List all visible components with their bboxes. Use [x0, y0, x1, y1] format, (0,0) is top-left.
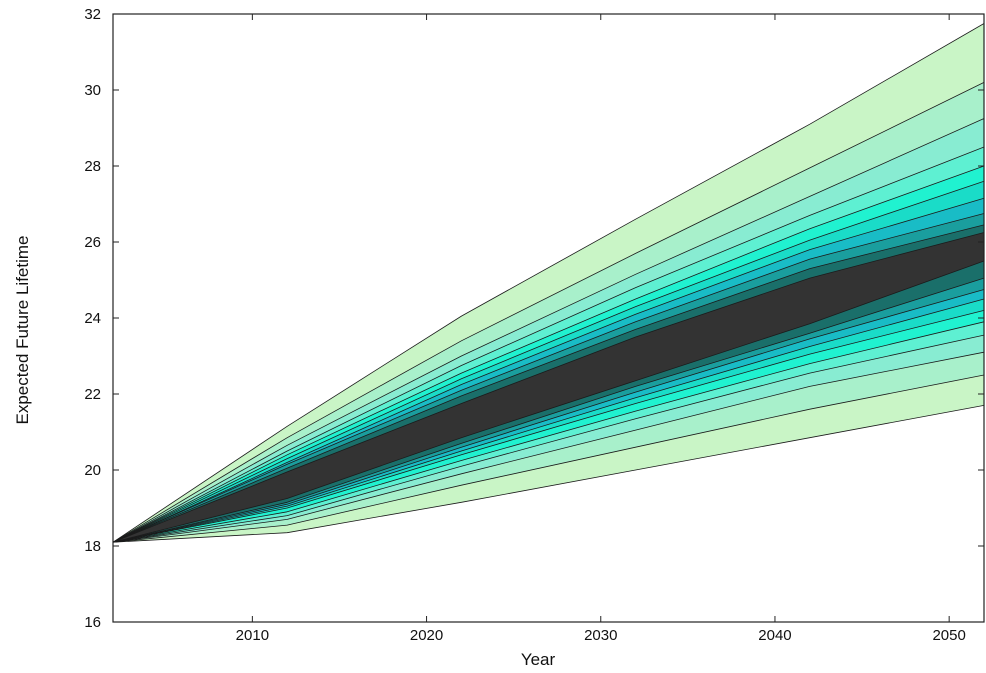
x-tick-label: 2020	[410, 627, 443, 644]
x-axis-label: Year	[521, 650, 556, 669]
y-tick-label: 26	[84, 234, 101, 251]
y-tick-label: 20	[84, 462, 101, 479]
y-tick-label: 18	[84, 538, 101, 555]
y-tick-label: 22	[84, 386, 101, 403]
y-tick-label: 30	[84, 82, 101, 99]
x-tick-label: 2030	[584, 627, 617, 644]
y-tick-label: 32	[84, 6, 101, 23]
x-tick-label: 2050	[932, 627, 965, 644]
x-axis-ticks: 2010 2020 2030 2040 2050	[236, 14, 966, 644]
y-axis-ticks: 16 18 20 22 24 26 28 30 32	[84, 6, 984, 631]
prediction-bands	[112, 23, 985, 543]
y-tick-label: 24	[84, 310, 101, 327]
y-tick-label: 28	[84, 158, 101, 175]
x-tick-label: 2040	[758, 627, 791, 644]
x-tick-label: 2010	[236, 627, 269, 644]
y-axis-label: Expected Future Lifetime	[13, 236, 32, 425]
y-tick-label: 16	[84, 614, 101, 631]
